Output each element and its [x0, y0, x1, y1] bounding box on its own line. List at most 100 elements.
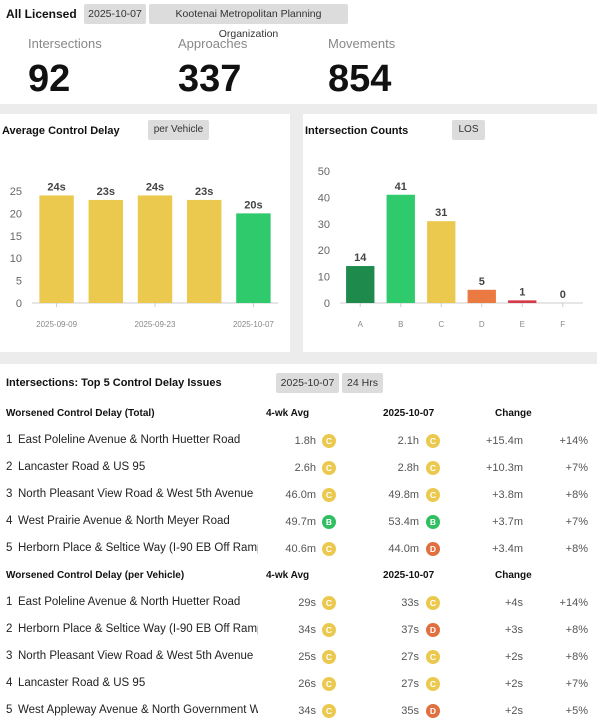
stat-label-intersections: Intersections: [28, 36, 102, 51]
period-chip[interactable]: 24 Hrs: [342, 373, 383, 393]
los-badge: B: [322, 515, 336, 529]
y-tick-label: 20: [10, 208, 22, 220]
los-chip[interactable]: LOS: [452, 120, 485, 140]
row-avg-value: 34s: [298, 624, 316, 636]
row-change-percent: +8%: [565, 624, 588, 636]
data-label: 23s: [195, 186, 213, 198]
bar[interactable]: [186, 199, 222, 303]
column-header-avg: 4-wk Avg: [266, 570, 310, 581]
chart-title: Intersection Counts: [305, 125, 409, 137]
x-tick-label: 2025-09-23: [135, 320, 176, 329]
row-intersection-name: North Pleasant View Road & West 5th Aven…: [18, 488, 254, 500]
los-badge: C: [322, 488, 336, 502]
row-intersection-name: West Prairie Avenue & North Meyer Road: [18, 515, 230, 527]
data-label: 1: [519, 286, 525, 298]
row-rank: 3: [6, 488, 13, 500]
row-current-value: 2.8h: [397, 462, 419, 474]
bar[interactable]: [236, 213, 271, 303]
top-issues-panel: Intersections: Top 5 Control Delay Issue…: [0, 364, 597, 722]
bar[interactable]: [137, 195, 173, 303]
row-change-value: +2s: [504, 678, 523, 690]
x-tick-label: D: [479, 320, 485, 329]
date-chip[interactable]: 2025-10-07: [84, 4, 146, 24]
bar[interactable]: [88, 199, 124, 303]
row-avg-value: 2.6h: [294, 462, 316, 474]
data-label: 24s: [47, 181, 65, 193]
bar[interactable]: [508, 300, 537, 303]
stat-value-intersections: 92: [28, 58, 71, 100]
row-current-value: 35s: [401, 705, 419, 717]
page-title: All Licensed: [6, 7, 77, 21]
row-change-percent: +8%: [565, 489, 588, 501]
row-rank: 3: [6, 650, 13, 662]
data-label: 20s: [244, 199, 262, 211]
los-badge: C: [426, 434, 440, 448]
organization-chip[interactable]: Kootenai Metropolitan Planning Organizat…: [149, 4, 348, 40]
row-intersection-name: West Appleway Avenue & North Government …: [18, 704, 258, 716]
intersection-counts-chart-panel: Intersection Counts LOS 0 10 20 30 40 50 14 A 41…: [303, 114, 597, 352]
bar[interactable]: [467, 289, 496, 303]
row-change-value: +4s: [504, 597, 523, 609]
row-avg-value: 1.8h: [294, 435, 316, 447]
los-badge: C: [322, 434, 336, 448]
row-rank: 4: [6, 677, 13, 689]
data-label: 23s: [97, 186, 115, 198]
stat-value-approaches: 337: [178, 58, 242, 100]
row-rank: 5: [6, 542, 13, 554]
row-current-value: 37s: [401, 624, 419, 636]
bar[interactable]: [346, 266, 375, 303]
row-change-value: +3.4m: [492, 543, 523, 555]
row-change-value: +3.7m: [492, 516, 523, 528]
data-label: 14: [354, 252, 367, 264]
y-tick-label: 10: [318, 272, 330, 284]
y-tick-label: 50: [318, 166, 330, 178]
los-bar-chart: 0 10 20 30 40 50 14 A 41 B 31 C 5 D 1 E 0 F: [318, 166, 583, 329]
los-badge: C: [322, 623, 336, 637]
x-tick-label: 2025-10-07: [233, 320, 274, 329]
bar[interactable]: [386, 194, 415, 303]
y-tick-label: 10: [10, 253, 22, 265]
row-current-value: 53.4m: [388, 516, 419, 528]
los-badge: C: [322, 677, 336, 691]
column-header-date: 2025-10-07: [383, 570, 435, 581]
data-label: 5: [479, 276, 485, 288]
row-current-value: 2.1h: [397, 435, 419, 447]
stat-label-approaches: Approaches: [178, 36, 248, 51]
data-label: 31: [435, 207, 447, 219]
row-change-percent: +8%: [565, 543, 588, 555]
los-badge: D: [426, 542, 440, 556]
row-rank: 2: [6, 623, 13, 635]
section-heading: Worsened Control Delay (per Vehicle): [6, 570, 185, 581]
los-badge: C: [426, 488, 440, 502]
column-header-date: 2025-10-07: [383, 408, 435, 419]
bar[interactable]: [427, 221, 456, 303]
row-current-value: 49.8m: [388, 489, 419, 501]
row-avg-value: 40.6m: [285, 543, 316, 555]
y-tick-label: 0: [16, 298, 22, 310]
row-rank: 5: [6, 704, 13, 716]
los-badge: C: [322, 596, 336, 610]
row-change-percent: +7%: [565, 678, 588, 690]
row-current-value: 44.0m: [388, 543, 419, 555]
bar[interactable]: [39, 195, 74, 303]
row-rank: 1: [6, 596, 13, 608]
column-header-avg: 4-wk Avg: [266, 408, 310, 419]
x-tick-label: C: [438, 320, 444, 329]
los-badge: C: [426, 677, 440, 691]
los-badge: C: [426, 461, 440, 475]
los-badge: B: [426, 515, 440, 529]
per-vehicle-chip[interactable]: per Vehicle: [148, 120, 209, 140]
x-tick-label: A: [358, 320, 364, 329]
row-change-percent: +5%: [565, 705, 588, 717]
row-change-value: +15.4m: [486, 435, 523, 447]
row-rank: 1: [6, 434, 13, 446]
los-badge: C: [426, 596, 440, 610]
table-date-chip[interactable]: 2025-10-07: [276, 373, 339, 393]
row-intersection-name: Herborn Place & Seltice Way (I-90 EB Off…: [18, 542, 258, 554]
row-current-value: 27s: [401, 678, 419, 690]
stat-label-movements: Movements: [328, 36, 396, 51]
row-rank: 4: [6, 515, 13, 527]
x-tick-label: B: [398, 320, 403, 329]
row-intersection-name: Lancaster Road & US 95: [18, 461, 146, 473]
row-change-value: +3.8m: [492, 489, 523, 501]
